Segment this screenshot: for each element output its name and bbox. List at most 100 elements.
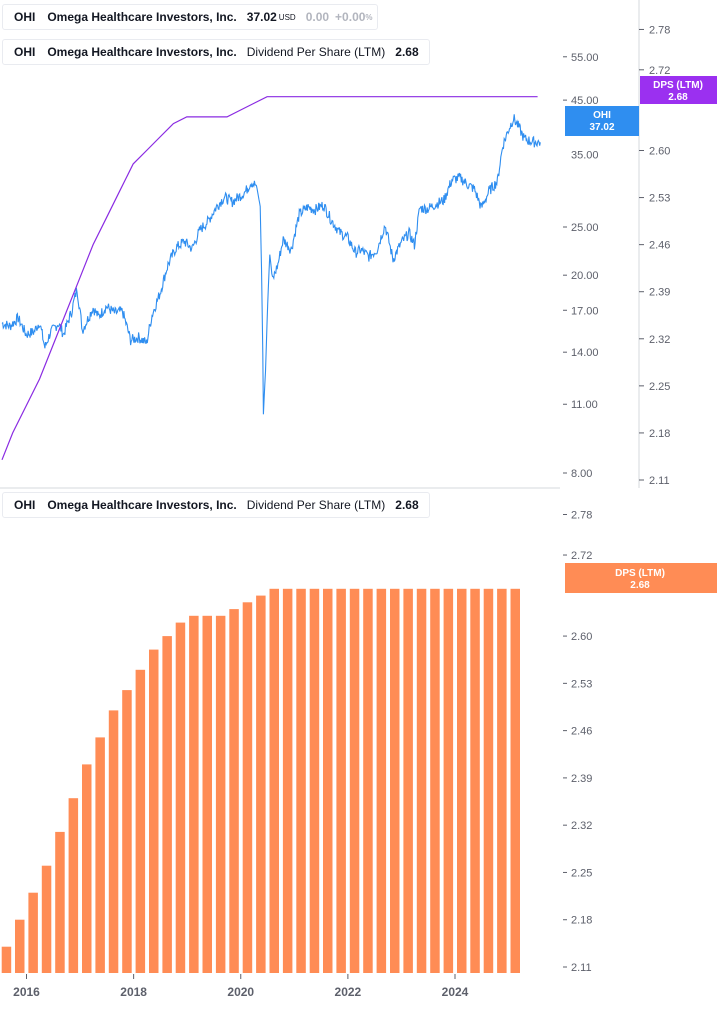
dps-bar[interactable] <box>202 615 213 973</box>
price-legend[interactable]: OHI Omega Healthcare Investors, Inc. 37.… <box>2 4 378 30</box>
dps-bar[interactable] <box>376 588 387 973</box>
dps-top-axis-label: 2.78 <box>649 24 670 36</box>
dps-top-legend-symbol: OHI <box>14 45 36 59</box>
dps-bar[interactable] <box>296 588 306 973</box>
price-legend-name: Omega Healthcare Investors, Inc. <box>47 10 237 24</box>
dps-bottom-axis-label: 2.60 <box>571 631 592 643</box>
dps-bar[interactable] <box>175 622 186 973</box>
dps-bottom-value-tag[interactable]: DPS (LTM)2.68 <box>565 563 717 593</box>
price-axis-label: 17.00 <box>571 305 599 317</box>
dps-bar[interactable] <box>497 588 507 973</box>
dps-bar[interactable] <box>256 595 266 973</box>
price-axis-label: 55.00 <box>571 52 599 64</box>
x-axis-label: 2016 <box>13 985 40 999</box>
dps-bar[interactable] <box>416 588 427 973</box>
dps-bottom-legend-name: Omega Healthcare Investors, Inc. <box>47 498 237 512</box>
dps-bottom-axis-label: 2.11 <box>571 962 592 974</box>
dps-top-value-tag-value: 2.68 <box>668 92 688 103</box>
price-axis-label: 45.00 <box>571 95 599 107</box>
dps-bar[interactable] <box>242 602 253 973</box>
price-axis-label: 14.00 <box>571 347 599 359</box>
dps-bottom-value-tag-bg <box>565 563 717 593</box>
price-value-tag-bg <box>565 106 639 136</box>
dps-bottom-axis-label: 2.72 <box>571 550 592 562</box>
dps-top-legend-metric: Dividend Per Share (LTM) <box>246 45 386 59</box>
price-axis-label: 20.00 <box>571 270 599 282</box>
dps-top-value-tag-label: DPS (LTM) <box>653 80 703 91</box>
dps-bar[interactable] <box>390 588 400 973</box>
dps-bar[interactable] <box>229 609 239 973</box>
dps-bottom-legend-value: 2.68 <box>395 498 419 512</box>
dps-bar[interactable] <box>135 669 146 973</box>
dps-bar[interactable] <box>443 588 454 973</box>
dps-bar[interactable] <box>82 764 92 973</box>
dps-bar[interactable] <box>430 588 440 973</box>
price-value-tag-value: 37.02 <box>589 122 614 133</box>
dps-bar[interactable] <box>470 588 480 973</box>
price-legend-symbol: OHI <box>14 10 36 24</box>
dps-bar[interactable] <box>323 588 333 973</box>
dps-top-legend-value: 2.68 <box>395 45 419 59</box>
dps-bar[interactable] <box>363 588 373 973</box>
price-axis-label: 11.00 <box>571 399 598 411</box>
dps-bar[interactable] <box>510 588 521 973</box>
price-legend-pct-sign: % <box>365 12 373 22</box>
dps-bottom-axis-label: 2.78 <box>571 510 592 522</box>
dps-bar[interactable] <box>162 636 172 973</box>
dps-bar[interactable] <box>269 588 280 973</box>
dps-bar[interactable] <box>68 798 79 973</box>
dps-bar[interactable] <box>483 588 494 973</box>
dps-bottom-legend-metric: Dividend Per Share (LTM) <box>246 498 386 512</box>
dps-bar[interactable] <box>28 892 38 973</box>
price-series-line[interactable] <box>1 114 541 415</box>
x-axis-label: 2024 <box>442 985 469 999</box>
price-value-tag-symbol: OHI <box>593 110 611 121</box>
dps-top-axis-label: 2.53 <box>649 193 670 205</box>
dps-bar[interactable] <box>15 919 25 973</box>
dps-top-legend-name: Omega Healthcare Investors, Inc. <box>47 45 237 59</box>
dps-bar[interactable] <box>336 588 346 973</box>
dps-bar[interactable] <box>189 615 199 973</box>
dps-bar[interactable] <box>349 588 360 973</box>
dps-bar[interactable] <box>403 588 413 973</box>
dps-bar[interactable] <box>1 946 12 973</box>
dps-bar[interactable] <box>309 588 320 973</box>
dps-bar[interactable] <box>95 737 105 973</box>
dps-bar[interactable] <box>55 831 65 973</box>
dps-bottom-legend-symbol: OHI <box>14 498 36 512</box>
dps-bottom-axis-label: 2.39 <box>571 773 592 785</box>
dps-top-axis-label: 2.39 <box>649 287 670 299</box>
dps-bar[interactable] <box>41 865 52 973</box>
dps-bar[interactable] <box>149 649 159 973</box>
price-legend-unit: USD <box>278 12 296 22</box>
dps-bottom-axis-label: 2.18 <box>571 915 592 927</box>
dps-bar[interactable] <box>457 588 467 973</box>
price-axis-label-hidden: 35.00 <box>571 149 599 161</box>
dps-bar[interactable] <box>215 615 226 973</box>
dps-series-line[interactable] <box>1 96 538 461</box>
dps-bottom-legend[interactable]: OHI Omega Healthcare Investors, Inc. Div… <box>2 492 430 518</box>
price-legend-change: 0.00 <box>305 10 330 24</box>
dps-bar[interactable] <box>122 690 132 973</box>
dps-bottom-axis-label: 2.25 <box>571 867 592 879</box>
dps-bottom-axis-label: 2.46 <box>571 726 592 738</box>
price-axis-label: 25.00 <box>571 222 599 234</box>
dps-top-legend[interactable]: OHI Omega Healthcare Investors, Inc. Div… <box>2 39 430 65</box>
x-axis-label: 2018 <box>120 985 147 999</box>
dps-bar[interactable] <box>108 710 119 973</box>
x-axis-label: 2022 <box>335 985 362 999</box>
dps-top-axis-label: 2.46 <box>649 240 670 252</box>
dps-top-axis-label: 2.11 <box>649 475 670 487</box>
dps-top-axis-label: 2.25 <box>649 381 670 393</box>
dps-top-axis-label: 2.18 <box>649 428 670 440</box>
dps-top-axis-label: 2.32 <box>649 334 670 346</box>
dps-top-value-tag[interactable]: DPS (LTM)2.68 <box>640 76 717 104</box>
price-axis-label: 8.00 <box>571 468 592 480</box>
dps-top-axis-label: 2.72 <box>649 65 670 77</box>
price-legend-change-pct: +0.00 <box>335 10 366 24</box>
dps-bar[interactable] <box>282 588 293 973</box>
dps-top-value-tag-bg <box>640 76 717 104</box>
